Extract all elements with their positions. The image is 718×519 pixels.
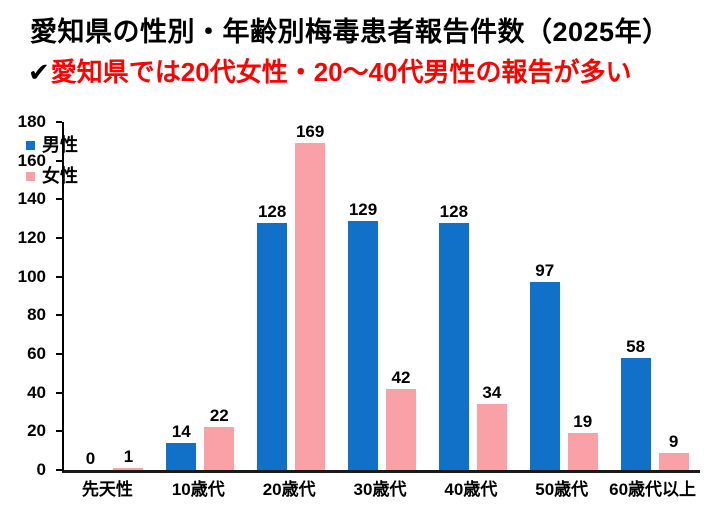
x-axis-category: 60歳代以上 [607,480,698,500]
value-label: 169 [295,122,325,141]
value-label: 34 [482,383,502,402]
y-axis-tick [56,160,62,162]
bar-column: 128 [438,202,469,470]
y-axis-tick [56,469,62,471]
value-label: 0 [85,449,96,468]
y-axis-tick-label: 120 [17,228,46,247]
x-axis-category: 10歳代 [153,480,244,500]
bar-男性 [620,358,651,470]
x-axis-category: 50歳代 [516,480,607,500]
y-axis-tick [56,353,62,355]
x-axis-labels: 先天性 10歳代 20歳代 30歳代 40歳代 50歳代 60歳代以上 [62,480,698,500]
y-axis-tick-label: 80 [27,305,46,324]
y-axis-tick-label: 60 [27,344,46,363]
bar-column: 34 [476,383,507,470]
legend: 男性 女性 [26,136,78,185]
y-axis-tick-label: 140 [17,189,46,208]
value-label: 58 [626,337,646,356]
x-axis-category-label: 60歳代以上 [609,480,697,499]
x-axis-category: 先天性 [62,480,153,500]
bar-女性 [476,404,507,470]
bar-column: 169 [295,122,326,470]
y-axis-tick [56,276,62,278]
value-label: 1 [123,447,134,466]
y-axis-tick [56,121,62,123]
y-axis-tick [56,198,62,200]
y-axis-labels: 0 20 40 60 80 100 120 140 160 180 [0,112,46,479]
y-axis-tick-label: 160 [17,151,46,170]
bar-女性 [295,143,326,470]
bar-男性 [348,221,378,470]
legend-label: 男性 [42,135,78,155]
legend-swatch-icon [26,140,35,150]
bar-column: 1 [113,447,144,470]
bar-女性 [204,427,235,470]
bar-column: 129 [348,200,378,470]
x-axis-category: 40歳代 [425,480,516,500]
legend-swatch-icon [26,171,35,181]
bar-column: 9 [658,432,689,470]
bar-column: 14 [166,422,197,470]
bar-男性 [438,223,469,470]
y-axis-tick-label: 100 [17,267,46,286]
x-axis-category-label: 40歳代 [444,480,498,499]
value-label: 128 [439,202,469,221]
bar-男性 [166,443,197,470]
value-label: 14 [171,422,191,441]
x-axis-category: 30歳代 [335,480,426,500]
bar-女性 [113,468,144,470]
bar-男性 [257,223,288,470]
chart-subtitle-text: 愛知県では20代女性・20～40代男性の報告が多い [50,57,632,87]
bar-女性 [386,389,416,470]
y-axis-tick [56,314,62,316]
bar-女性 [658,453,689,470]
y-axis-tick-label: 40 [27,383,46,402]
value-label: 9 [668,432,679,451]
plot-area: 0 1 14 22 128 169 129 42 128 34 97 19 58 9 [56,121,700,473]
bar-column: 0 [75,449,105,470]
value-label: 128 [257,202,287,221]
y-axis-tick [56,392,62,394]
bar-column: 58 [620,337,651,470]
value-label: 129 [348,200,378,219]
bar-group: 129 42 [337,122,428,470]
x-axis-category: 20歳代 [244,480,335,500]
y-axis-tick-label: 0 [36,460,46,479]
bar-column: 22 [204,406,235,470]
bar-column: 97 [529,261,560,470]
bar-group: 58 9 [609,122,700,470]
bar-chart: 0 20 40 60 80 100 120 140 160 180 0 1 14 22 128 169 129… [0,110,718,519]
bar-column: 128 [257,202,288,470]
legend-label: 女性 [42,166,78,186]
bar-女性 [567,433,598,470]
chart-subtitle: ✔愛知県では20代女性・20～40代男性の報告が多い [28,52,632,89]
y-axis-tick-label: 180 [17,112,46,131]
legend-item-男性: 男性 [26,136,78,154]
y-axis-tick [56,237,62,239]
bar-group: 14 22 [155,122,246,470]
value-label: 22 [209,406,229,425]
bar-男性 [529,282,560,470]
value-label: 97 [535,261,555,280]
value-label: 42 [391,368,411,387]
y-axis-tick-label: 20 [27,421,46,440]
value-label: 19 [573,412,593,431]
bar-group: 128 34 [427,122,518,470]
x-axis-category-label: 先天性 [81,480,133,499]
checkmark-icon: ✔ [28,57,50,87]
y-axis-tick [56,430,62,432]
x-axis-category-label: 10歳代 [171,480,225,499]
chart-title: 愛知県の性別・年齢別梅毒患者報告件数（2025年） [30,17,670,47]
bar-column: 42 [386,368,416,470]
bar-column: 19 [567,412,598,470]
bar-group: 128 169 [246,122,337,470]
legend-item-女性: 女性 [26,167,78,185]
x-axis-category-label: 30歳代 [353,480,407,499]
bar-group: 97 19 [518,122,609,470]
x-axis-category-label: 20歳代 [262,480,316,499]
x-axis-category-label: 50歳代 [535,480,589,499]
